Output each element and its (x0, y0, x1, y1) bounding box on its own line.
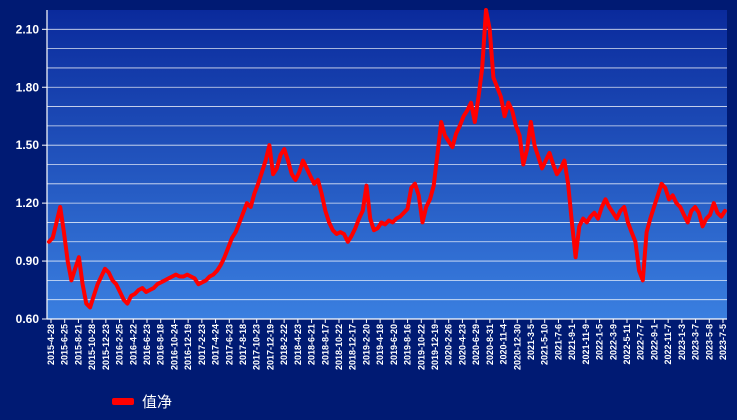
x-tick-label: 2021-7-6 (553, 324, 563, 360)
x-tick-label: 2015-4-28 (46, 324, 56, 365)
x-tick-label: 2017-2-23 (197, 324, 207, 365)
x-tick-label: 2016-2-25 (115, 324, 125, 365)
x-tick-label: 2019-10-22 (416, 324, 426, 370)
x-tick-label: 2018-2-22 (279, 324, 289, 365)
legend-swatch (112, 398, 134, 405)
x-tick-label: 2018-12-17 (348, 324, 358, 370)
x-tick-label: 2020-11-4 (499, 324, 509, 365)
y-tick-label: 1.80 (16, 80, 40, 94)
legend-label: 值净 (142, 393, 172, 411)
x-tick-label: 2018-8-17 (320, 324, 330, 365)
x-tick-label: 2015-10-28 (87, 324, 97, 370)
y-tick-label: 1.20 (16, 196, 40, 210)
series-line-net-value (47, 8, 727, 310)
x-tick-label: 2021-5-10 (540, 324, 550, 365)
x-tick-label: 2016-8-18 (156, 324, 166, 365)
x-tick-label: 2022-1-5 (595, 324, 605, 360)
x-tick-label: 2022-11-7 (663, 324, 673, 365)
x-tick-label: 2020-12-30 (512, 324, 522, 370)
x-tick-label: 2016-6-23 (142, 324, 152, 365)
y-tick-label: 0.60 (16, 312, 40, 326)
x-tick-label: 2019-6-20 (389, 324, 399, 365)
x-tick-label: 2023-5-8 (704, 324, 714, 360)
x-tick-label: 2018-6-21 (307, 324, 317, 365)
x-tick-label: 2023-1-3 (677, 324, 687, 360)
x-tick-label: 2019-4-18 (375, 324, 385, 365)
x-axis-tick-labels: 2015-4-28 2015-6-25 2015-8-21 2015-10-28 201… (46, 319, 728, 370)
y-axis-tick-labels: 0.60 0.90 1.20 1.50 1.80 2.10 (16, 22, 47, 326)
x-tick-label: 2016-4-22 (128, 324, 138, 365)
x-tick-label: 2021-3-5 (526, 324, 536, 360)
x-tick-label: 2020-4-23 (457, 324, 467, 365)
x-tick-label: 2017-6-23 (224, 324, 234, 365)
x-tick-label: 2016-10-24 (169, 324, 179, 370)
y-tick-label: 1.50 (16, 138, 40, 152)
x-tick-label: 2019-8-16 (403, 324, 413, 365)
legend: 值净 (112, 393, 172, 411)
x-tick-label: 2020-8-31 (485, 324, 495, 365)
x-tick-label: 2017-4-24 (211, 324, 221, 365)
x-tick-label: 2022-9-1 (649, 324, 659, 360)
x-tick-label: 2015-12-23 (101, 324, 111, 370)
x-tick-label: 2020-6-29 (471, 324, 481, 365)
x-tick-label: 2015-6-25 (60, 324, 70, 365)
x-tick-label: 2018-4-23 (293, 324, 303, 365)
x-tick-label: 2021-9-1 (567, 324, 577, 360)
x-tick-label: 2021-11-9 (581, 324, 591, 365)
x-tick-label: 2015-8-21 (73, 324, 83, 365)
x-tick-label: 2018-10-22 (334, 324, 344, 370)
series-layer (47, 8, 727, 310)
x-tick-label: 2019-12-19 (430, 324, 440, 370)
x-tick-label: 2023-3-7 (691, 324, 701, 360)
y-tick-label: 2.10 (16, 22, 40, 36)
x-tick-label: 2022-5-11 (622, 324, 632, 365)
x-tick-label: 2016-12-19 (183, 324, 193, 370)
x-tick-label: 2022-3-9 (608, 324, 618, 360)
x-tick-label: 2023-7-5 (718, 324, 728, 360)
y-tick-label: 0.90 (16, 254, 40, 268)
x-tick-label: 2019-2-20 (361, 324, 371, 365)
x-tick-label: 2017-10-23 (252, 324, 262, 370)
x-tick-label: 2022-7-7 (636, 324, 646, 360)
grid-lines (47, 28, 727, 301)
x-tick-label: 2017-12-19 (265, 324, 275, 370)
x-tick-label: 2017-8-18 (238, 324, 248, 365)
x-tick-label: 2020-2-26 (444, 324, 454, 365)
